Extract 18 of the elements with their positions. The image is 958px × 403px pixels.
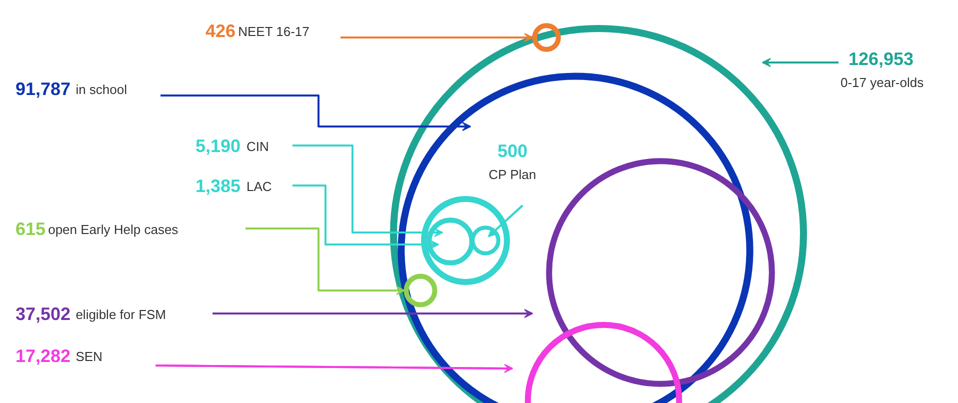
data-label: 126,953 [848,49,914,69]
data-label: 1,385 [196,176,241,196]
data-label: 426 [206,21,236,41]
category-label: in school [76,82,128,97]
category-label: CIN [246,139,269,154]
data-label: 5,190 [196,136,241,156]
category-label: CP Plan [488,167,536,182]
data-label: 500 [497,141,528,161]
category-label: LAC [246,179,272,194]
data-label: 37,502 [16,304,71,324]
category-label: open Early Help cases [48,222,179,237]
category-label: eligible for FSM [76,307,166,322]
data-label: 17,282 [16,346,71,366]
category-label: NEET 16-17 [238,24,310,39]
data-label: 615 [16,219,46,239]
data-label: 91,787 [16,79,71,99]
category-label: 0-17 year-olds [840,75,924,90]
category-label: SEN [76,349,102,364]
